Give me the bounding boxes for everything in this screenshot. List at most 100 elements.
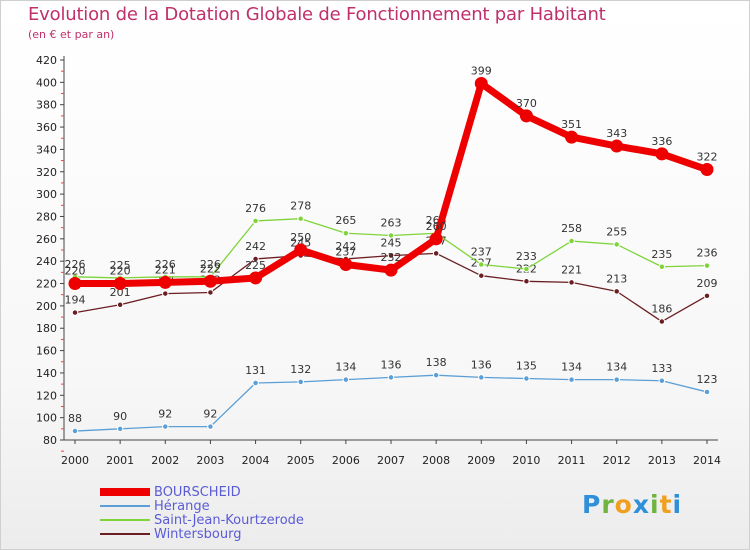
data-label-wintersbourg: 221 (561, 263, 582, 276)
x-tick-label: 2013 (648, 454, 676, 467)
data-label-herange: 88 (68, 412, 82, 425)
data-label-herange: 135 (516, 360, 537, 373)
x-tick-label: 2005 (287, 454, 315, 467)
logo-letter: i (672, 490, 683, 519)
y-tick-label: 200 (36, 300, 57, 313)
data-point-saint-jean-kourtzerode (342, 229, 350, 237)
data-label-saint-jean-kourtzerode: 237 (471, 246, 492, 259)
logo-letter: o (614, 490, 633, 519)
data-point-bourscheid (113, 277, 127, 291)
data-point-bourscheid (655, 147, 669, 161)
y-tick-label: 420 (36, 54, 57, 67)
series-line-herange (74, 374, 708, 432)
data-point-herange (297, 378, 304, 386)
y-tick-label: 100 (36, 412, 57, 425)
x-tick-label: 2014 (693, 454, 721, 467)
x-tick-label: 2011 (558, 454, 586, 467)
y-tick-label: 360 (36, 121, 57, 134)
chart-title: Evolution de la Dotation Globale de Fonc… (28, 4, 606, 25)
data-point-saint-jean-kourtzerode (252, 217, 259, 225)
data-label-saint-jean-kourtzerode: 225 (110, 259, 131, 272)
data-point-saint-jean-kourtzerode (658, 263, 666, 271)
data-point-wintersbourg (252, 255, 259, 263)
data-point-bourscheid (68, 277, 82, 291)
data-label-herange: 132 (290, 363, 311, 376)
y-tick-label: 220 (36, 278, 57, 291)
data-label-bourscheid: 221 (155, 263, 176, 276)
y-tick-label: 120 (36, 389, 57, 402)
data-point-herange (523, 375, 530, 382)
x-tick-label: 2007 (377, 454, 405, 467)
data-label-wintersbourg: 186 (651, 303, 672, 316)
data-point-herange (613, 376, 620, 383)
legend-swatch (100, 505, 150, 507)
data-label-bourscheid: 225 (245, 259, 266, 272)
data-label-bourscheid: 370 (516, 97, 537, 110)
data-label-saint-jean-kourtzerode: 258 (561, 222, 582, 235)
data-label-bourscheid: 260 (426, 220, 447, 233)
data-point-herange (116, 425, 124, 433)
data-point-herange (71, 427, 79, 435)
data-point-bourscheid (565, 130, 579, 144)
y-tick-label: 160 (36, 345, 57, 358)
data-label-wintersbourg: 201 (110, 286, 131, 299)
data-label-herange: 133 (651, 362, 672, 375)
proxiti-logo: Proxiti (582, 490, 682, 519)
data-label-wintersbourg: 209 (697, 277, 718, 290)
data-label-herange: 134 (561, 361, 582, 374)
data-point-herange (207, 423, 214, 430)
data-label-bourscheid: 336 (651, 135, 672, 148)
data-point-saint-jean-kourtzerode (568, 237, 575, 245)
y-tick-label: 300 (36, 188, 57, 201)
data-label-herange: 136 (471, 358, 492, 371)
data-point-herange (387, 374, 395, 381)
data-point-herange (568, 376, 575, 383)
data-label-bourscheid: 250 (290, 231, 311, 244)
data-label-wintersbourg: 245 (381, 237, 402, 250)
data-point-wintersbourg (116, 301, 124, 309)
data-point-wintersbourg (162, 290, 169, 297)
data-point-bourscheid (339, 258, 353, 272)
data-point-herange (658, 377, 666, 385)
data-point-bourscheid (474, 76, 488, 90)
data-point-herange (162, 423, 169, 430)
y-tick-label: 80 (43, 434, 57, 447)
data-label-wintersbourg: 242 (245, 240, 266, 253)
data-point-saint-jean-kourtzerode (387, 232, 395, 239)
chart-subtitle: (en € et par an) (28, 28, 115, 41)
legend-label: Saint-Jean-Kourtzerode (154, 513, 304, 528)
data-label-bourscheid: 222 (200, 262, 221, 275)
data-label-herange: 92 (158, 408, 172, 421)
data-label-saint-jean-kourtzerode: 226 (65, 258, 86, 271)
data-point-wintersbourg (613, 288, 620, 295)
data-label-wintersbourg: 194 (65, 294, 86, 307)
legend-swatch (100, 533, 150, 535)
x-tick-label: 2003 (196, 454, 224, 467)
y-tick-label: 240 (36, 255, 57, 268)
x-tick-label: 2010 (512, 454, 540, 467)
data-label-saint-jean-kourtzerode: 226 (155, 258, 176, 271)
data-point-saint-jean-kourtzerode (703, 262, 711, 269)
data-label-saint-jean-kourtzerode: 233 (516, 250, 537, 263)
legend-swatch (100, 488, 150, 496)
x-tick-label: 2012 (603, 454, 631, 467)
data-point-saint-jean-kourtzerode (613, 241, 620, 248)
x-tick-label: 2002 (151, 454, 179, 467)
data-point-wintersbourg (523, 278, 530, 285)
legend-label: Hérange (154, 499, 210, 514)
data-label-herange: 90 (113, 410, 127, 423)
data-label-bourscheid: 237 (335, 246, 356, 259)
data-label-saint-jean-kourtzerode: 236 (697, 247, 718, 260)
data-point-herange (478, 374, 485, 381)
data-point-wintersbourg (478, 272, 485, 279)
data-label-herange: 134 (606, 361, 627, 374)
data-point-bourscheid (294, 243, 308, 257)
data-point-bourscheid (203, 274, 217, 288)
y-tick-label: 380 (36, 99, 57, 112)
y-tick-label: 320 (36, 166, 57, 179)
y-tick-label: 260 (36, 233, 57, 246)
data-label-saint-jean-kourtzerode: 263 (381, 216, 402, 229)
legend-swatch (100, 519, 150, 521)
